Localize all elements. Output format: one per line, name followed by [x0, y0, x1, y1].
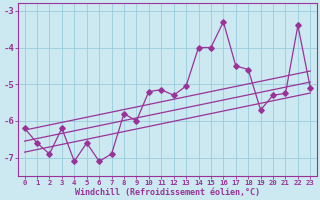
X-axis label: Windchill (Refroidissement éolien,°C): Windchill (Refroidissement éolien,°C) — [75, 188, 260, 197]
